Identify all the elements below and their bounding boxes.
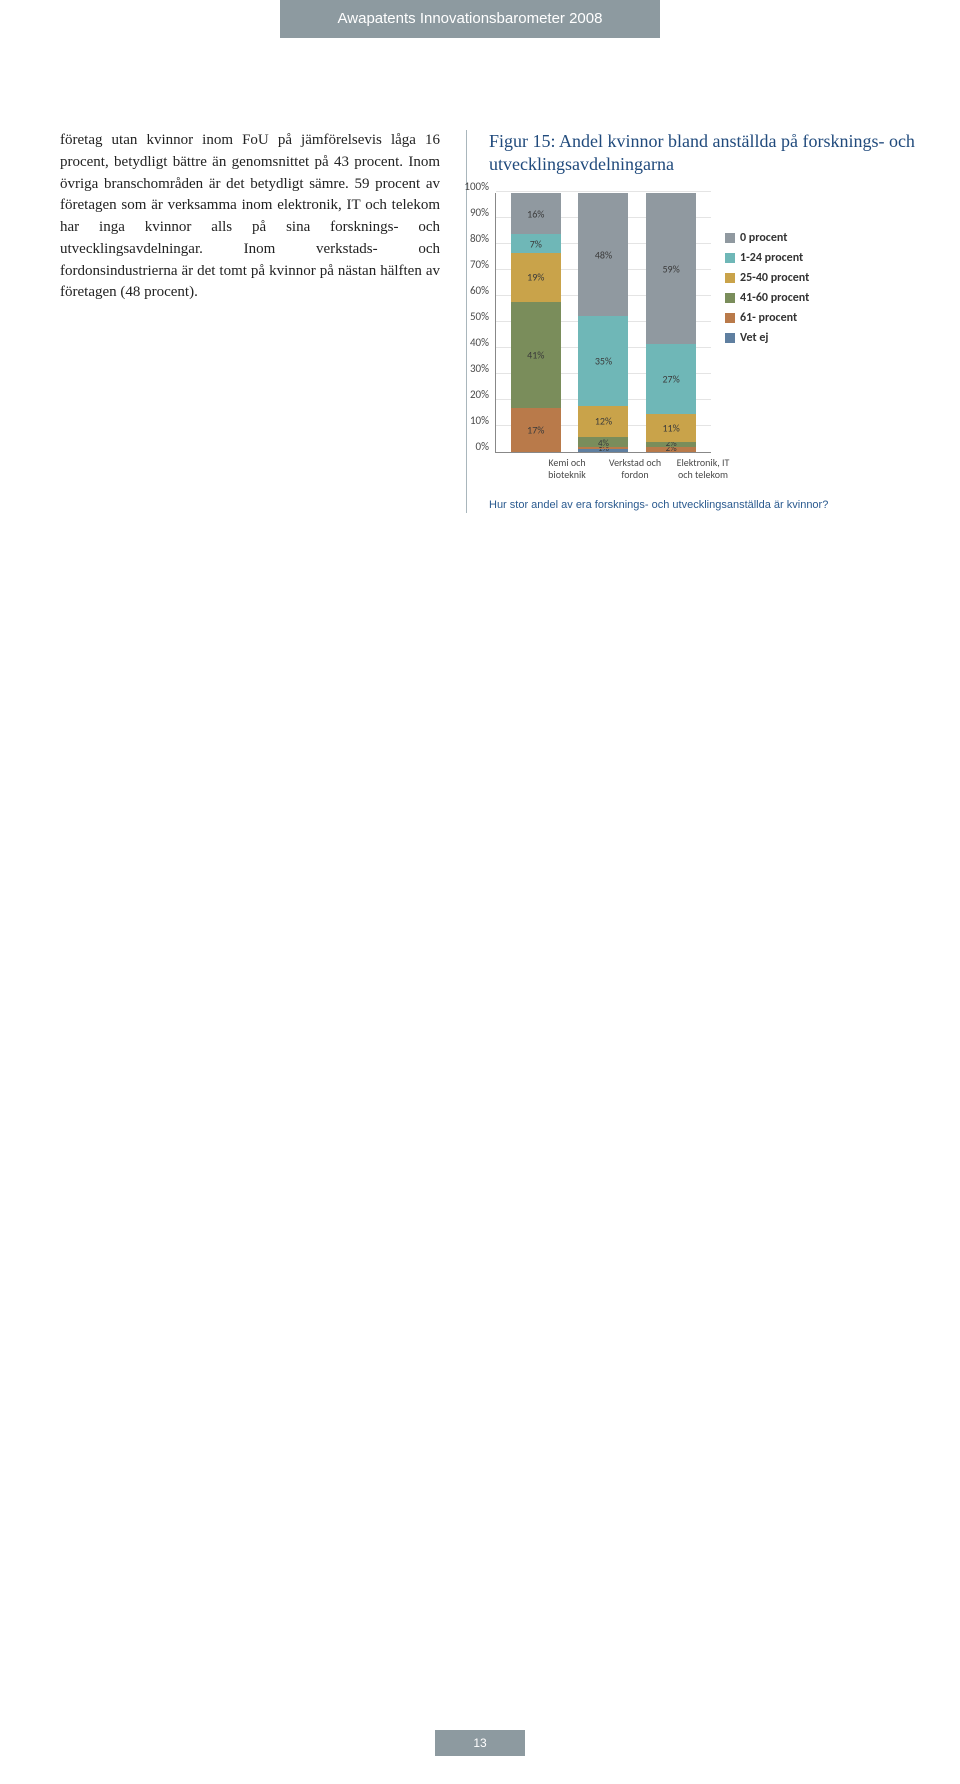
bar-segment-p25_40: 11% <box>646 414 696 442</box>
bar-segment-label: 12% <box>578 415 628 428</box>
bar-segment-label: 41% <box>511 348 561 361</box>
legend-item: 61- procent <box>725 311 809 325</box>
legend-item: 1-24 procent <box>725 251 809 265</box>
x-axis-label: Elektronik, IToch telekom <box>673 457 733 480</box>
legend-label: 41-60 procent <box>740 291 809 305</box>
bar-segment-p1_24: 27% <box>646 344 696 413</box>
legend-swatch <box>725 233 735 243</box>
bar-segment-label: 7% <box>511 237 561 250</box>
bar-segment-p41_60: 4% <box>578 437 628 447</box>
bar-segment-p41_60: 2% <box>646 442 696 447</box>
legend-swatch <box>725 273 735 283</box>
figure-caption: Hur stor andel av era forsknings- och ut… <box>489 498 920 513</box>
bar-segment-label: 48% <box>578 248 628 261</box>
body-paragraph: företag utan kvinnor inom FoU på jämföre… <box>60 130 440 304</box>
bar-segment-label: 35% <box>578 354 628 367</box>
report-header: Awapatents Innovationsbarometer 2008 <box>280 0 660 38</box>
bar-segment-label: 17% <box>511 423 561 436</box>
bar-segment-p1_24: 35% <box>578 316 628 406</box>
legend-swatch <box>725 313 735 323</box>
right-column: Figur 15: Andel kvinnor bland anställda … <box>466 130 920 513</box>
bar-segment-label: 59% <box>646 262 696 275</box>
chart-plot: 100%90%80%70%60%50%40%30%20%10%0% 0%17%4… <box>489 193 711 453</box>
bar-segment-p25_40: 12% <box>578 406 628 437</box>
legend-swatch <box>725 333 735 343</box>
legend-label: 61- procent <box>740 311 797 325</box>
figure-title: Figur 15: Andel kvinnor bland anställda … <box>489 130 920 175</box>
x-axis-label: Kemi ochbioteknik <box>537 457 597 480</box>
page-number: 13 <box>435 1730 525 1756</box>
chart-area: 100%90%80%70%60%50%40%30%20%10%0% 0%17%4… <box>489 193 920 453</box>
bar-segment-p41_60: 41% <box>511 302 561 408</box>
bar-segment-label: 16% <box>511 207 561 220</box>
bar-segment-label: 19% <box>511 271 561 284</box>
legend-item: Vet ej <box>725 331 809 345</box>
legend-label: 1-24 procent <box>740 251 803 265</box>
x-axis-label: Verkstad ochfordon <box>605 457 665 480</box>
bar-segment-p0: 59% <box>646 193 696 344</box>
bar-segment-p61: 17% <box>511 408 561 452</box>
grid-line <box>496 191 711 192</box>
legend-item: 25-40 procent <box>725 271 809 285</box>
stacked-bar: 0%2%2%11%27%59% <box>646 193 696 452</box>
legend-item: 41-60 procent <box>725 291 809 305</box>
bar-segment-p0: 16% <box>511 193 561 234</box>
bar-segment-label: 11% <box>646 421 696 434</box>
chart-legend: 0 procent 1-24 procent 25-40 procent 41-60 … <box>725 231 809 351</box>
left-column: företag utan kvinnor inom FoU på jämföre… <box>60 130 440 513</box>
bar-segment-label: 27% <box>646 372 696 385</box>
legend-swatch <box>725 253 735 263</box>
stacked-bar: 0%17%41%19%7%16% <box>511 193 561 452</box>
bar-segment-label: 4% <box>578 438 628 449</box>
bar-segment-p25_40: 19% <box>511 253 561 302</box>
stacked-bar: 1%1%4%12%35%48% <box>578 193 628 452</box>
bar-segment-p1_24: 7% <box>511 234 561 252</box>
bar-segment-p0: 48% <box>578 193 628 316</box>
legend-item: 0 procent <box>725 231 809 245</box>
legend-label: 0 procent <box>740 231 787 245</box>
legend-swatch <box>725 293 735 303</box>
bars-container: 0%17%41%19%7%16%1%1%4%12%35%48%0%2%2%11%… <box>495 193 711 453</box>
legend-label: Vet ej <box>740 331 768 345</box>
content-columns: företag utan kvinnor inom FoU på jämföre… <box>60 130 920 513</box>
legend-label: 25-40 procent <box>740 271 809 285</box>
x-axis-labels: Kemi ochbioteknik Verkstad ochfordon Elekt… <box>527 453 743 480</box>
